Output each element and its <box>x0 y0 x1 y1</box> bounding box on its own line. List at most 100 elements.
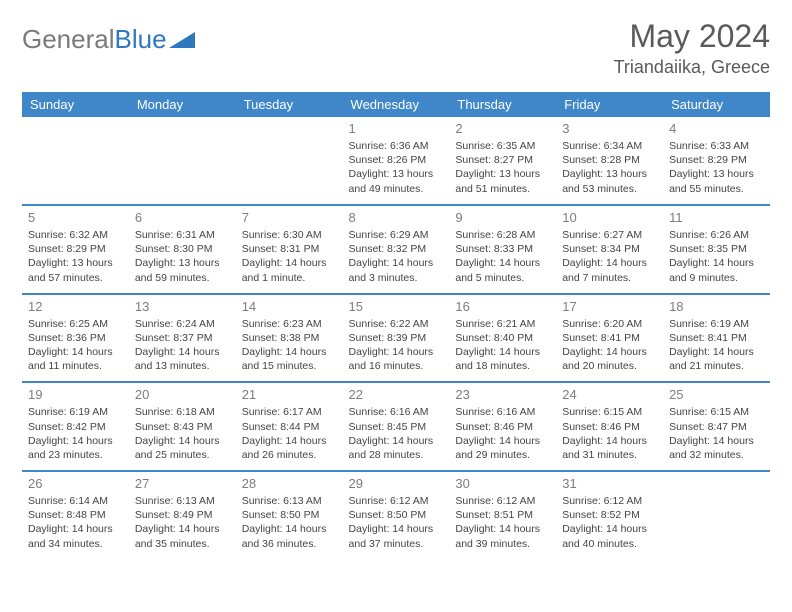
day-number: 12 <box>28 299 123 314</box>
day-number: 8 <box>349 210 444 225</box>
day-info: Sunrise: 6:26 AMSunset: 8:35 PMDaylight:… <box>669 228 764 285</box>
day-info: Sunrise: 6:21 AMSunset: 8:40 PMDaylight:… <box>455 317 550 374</box>
day-info: Sunrise: 6:16 AMSunset: 8:46 PMDaylight:… <box>455 405 550 462</box>
calendar-body: 1Sunrise: 6:36 AMSunset: 8:26 PMDaylight… <box>22 117 770 559</box>
logo-text-general: General <box>22 24 115 55</box>
calendar-day-cell: 27Sunrise: 6:13 AMSunset: 8:49 PMDayligh… <box>129 471 236 559</box>
day-number: 24 <box>562 387 657 402</box>
calendar-day-cell: 31 Sunrise: 6:12 AMSunset: 8:52 PMDayligh… <box>556 471 663 559</box>
calendar-day-cell: 11 Sunrise: 6:26 AMSunset: 8:35 PMDayligh… <box>663 205 770 294</box>
weekday-header: Friday <box>556 92 663 117</box>
calendar-day-cell: 23Sunrise: 6:16 AMSunset: 8:46 PMDayligh… <box>449 382 556 471</box>
day-number: 21 <box>242 387 337 402</box>
day-info: Sunrise: 6:16 AMSunset: 8:45 PMDaylight:… <box>349 405 444 462</box>
day-info: Sunrise: 6:28 AMSunset: 8:33 PMDaylight:… <box>455 228 550 285</box>
day-number: 13 <box>135 299 230 314</box>
day-number: 1 <box>349 121 444 136</box>
calendar-table: SundayMondayTuesdayWednesdayThursdayFrid… <box>22 92 770 559</box>
calendar-day-cell: 6 Sunrise: 6:31 AMSunset: 8:30 PMDaylight… <box>129 205 236 294</box>
calendar-week-row: 12 Sunrise: 6:25 AMSunset: 8:36 PMDayligh… <box>22 294 770 383</box>
logo-text-blue: Blue <box>115 24 167 55</box>
day-number: 17 <box>562 299 657 314</box>
calendar-day-cell: 9 Sunrise: 6:28 AMSunset: 8:33 PMDaylight… <box>449 205 556 294</box>
calendar-day-cell: 2Sunrise: 6:35 AMSunset: 8:27 PMDaylight… <box>449 117 556 205</box>
calendar-day-cell: 24 Sunrise: 6:15 AMSunset: 8:46 PMDayligh… <box>556 382 663 471</box>
calendar-day-cell: 30Sunrise: 6:12 AMSunset: 8:51 PMDayligh… <box>449 471 556 559</box>
day-info: Sunrise: 6:19 AMSunset: 8:42 PMDaylight:… <box>28 405 123 462</box>
calendar-day-cell: 3 Sunrise: 6:34 AMSunset: 8:28 PMDaylight… <box>556 117 663 205</box>
title-block: May 2024 Triandaiika, Greece <box>614 18 770 78</box>
day-info: Sunrise: 6:20 AMSunset: 8:41 PMDaylight:… <box>562 317 657 374</box>
month-title: May 2024 <box>614 18 770 55</box>
day-number: 29 <box>349 476 444 491</box>
calendar-day-cell: 15Sunrise: 6:22 AMSunset: 8:39 PMDayligh… <box>343 294 450 383</box>
day-info: Sunrise: 6:13 AMSunset: 8:49 PMDaylight:… <box>135 494 230 551</box>
day-number: 28 <box>242 476 337 491</box>
calendar-day-cell <box>663 471 770 559</box>
day-info: Sunrise: 6:23 AMSunset: 8:38 PMDaylight:… <box>242 317 337 374</box>
day-number: 20 <box>135 387 230 402</box>
calendar-day-cell: 14 Sunrise: 6:23 AMSunset: 8:38 PMDayligh… <box>236 294 343 383</box>
day-number: 30 <box>455 476 550 491</box>
day-number: 22 <box>349 387 444 402</box>
day-number: 6 <box>135 210 230 225</box>
calendar-week-row: 5 Sunrise: 6:32 AMSunset: 8:29 PMDaylight… <box>22 205 770 294</box>
calendar-day-cell: 17 Sunrise: 6:20 AMSunset: 8:41 PMDayligh… <box>556 294 663 383</box>
day-info: Sunrise: 6:15 AMSunset: 8:46 PMDaylight:… <box>562 405 657 462</box>
day-number: 15 <box>349 299 444 314</box>
day-info: Sunrise: 6:32 AMSunset: 8:29 PMDaylight:… <box>28 228 123 285</box>
day-info: Sunrise: 6:35 AMSunset: 8:27 PMDaylight:… <box>455 139 550 196</box>
day-number: 10 <box>562 210 657 225</box>
calendar-week-row: 1Sunrise: 6:36 AMSunset: 8:26 PMDaylight… <box>22 117 770 205</box>
weekday-header: Tuesday <box>236 92 343 117</box>
day-info: Sunrise: 6:25 AMSunset: 8:36 PMDaylight:… <box>28 317 123 374</box>
day-number: 11 <box>669 210 764 225</box>
day-number: 26 <box>28 476 123 491</box>
day-info: Sunrise: 6:24 AMSunset: 8:37 PMDaylight:… <box>135 317 230 374</box>
day-info: Sunrise: 6:12 AMSunset: 8:52 PMDaylight:… <box>562 494 657 551</box>
location: Triandaiika, Greece <box>614 57 770 78</box>
calendar-day-cell: 7 Sunrise: 6:30 AMSunset: 8:31 PMDaylight… <box>236 205 343 294</box>
day-number: 7 <box>242 210 337 225</box>
calendar-week-row: 19Sunrise: 6:19 AMSunset: 8:42 PMDayligh… <box>22 382 770 471</box>
day-info: Sunrise: 6:14 AMSunset: 8:48 PMDaylight:… <box>28 494 123 551</box>
day-number: 14 <box>242 299 337 314</box>
calendar-day-cell: 20 Sunrise: 6:18 AMSunset: 8:43 PMDayligh… <box>129 382 236 471</box>
header: GeneralBlue May 2024 Triandaiika, Greece <box>22 18 770 78</box>
day-info: Sunrise: 6:31 AMSunset: 8:30 PMDaylight:… <box>135 228 230 285</box>
day-info: Sunrise: 6:18 AMSunset: 8:43 PMDaylight:… <box>135 405 230 462</box>
day-info: Sunrise: 6:27 AMSunset: 8:34 PMDaylight:… <box>562 228 657 285</box>
calendar-day-cell: 12 Sunrise: 6:25 AMSunset: 8:36 PMDayligh… <box>22 294 129 383</box>
calendar-day-cell: 5 Sunrise: 6:32 AMSunset: 8:29 PMDaylight… <box>22 205 129 294</box>
day-info: Sunrise: 6:34 AMSunset: 8:28 PMDaylight:… <box>562 139 657 196</box>
calendar-day-cell: 28 Sunrise: 6:13 AMSunset: 8:50 PMDayligh… <box>236 471 343 559</box>
day-number: 4 <box>669 121 764 136</box>
day-info: Sunrise: 6:17 AMSunset: 8:44 PMDaylight:… <box>242 405 337 462</box>
day-number: 16 <box>455 299 550 314</box>
calendar-day-cell: 13 Sunrise: 6:24 AMSunset: 8:37 PMDayligh… <box>129 294 236 383</box>
calendar-day-cell: 4 Sunrise: 6:33 AMSunset: 8:29 PMDaylight… <box>663 117 770 205</box>
day-number: 3 <box>562 121 657 136</box>
day-info: Sunrise: 6:13 AMSunset: 8:50 PMDaylight:… <box>242 494 337 551</box>
day-info: Sunrise: 6:19 AMSunset: 8:41 PMDaylight:… <box>669 317 764 374</box>
weekday-header: Wednesday <box>343 92 450 117</box>
day-number: 18 <box>669 299 764 314</box>
day-number: 31 <box>562 476 657 491</box>
day-info: Sunrise: 6:30 AMSunset: 8:31 PMDaylight:… <box>242 228 337 285</box>
day-number: 5 <box>28 210 123 225</box>
weekday-header: Sunday <box>22 92 129 117</box>
day-info: Sunrise: 6:33 AMSunset: 8:29 PMDaylight:… <box>669 139 764 196</box>
calendar-day-cell: 10 Sunrise: 6:27 AMSunset: 8:34 PMDayligh… <box>556 205 663 294</box>
weekday-header: Saturday <box>663 92 770 117</box>
day-info: Sunrise: 6:29 AMSunset: 8:32 PMDaylight:… <box>349 228 444 285</box>
calendar-day-cell: 16 Sunrise: 6:21 AMSunset: 8:40 PMDayligh… <box>449 294 556 383</box>
calendar-day-cell: 21 Sunrise: 6:17 AMSunset: 8:44 PMDayligh… <box>236 382 343 471</box>
calendar-day-cell <box>129 117 236 205</box>
weekday-header: Monday <box>129 92 236 117</box>
calendar-day-cell: 18 Sunrise: 6:19 AMSunset: 8:41 PMDayligh… <box>663 294 770 383</box>
day-info: Sunrise: 6:12 AMSunset: 8:50 PMDaylight:… <box>349 494 444 551</box>
calendar-day-cell: 8 Sunrise: 6:29 AMSunset: 8:32 PMDaylight… <box>343 205 450 294</box>
calendar-day-cell: 25Sunrise: 6:15 AMSunset: 8:47 PMDayligh… <box>663 382 770 471</box>
calendar-head: SundayMondayTuesdayWednesdayThursdayFrid… <box>22 92 770 117</box>
day-number: 9 <box>455 210 550 225</box>
